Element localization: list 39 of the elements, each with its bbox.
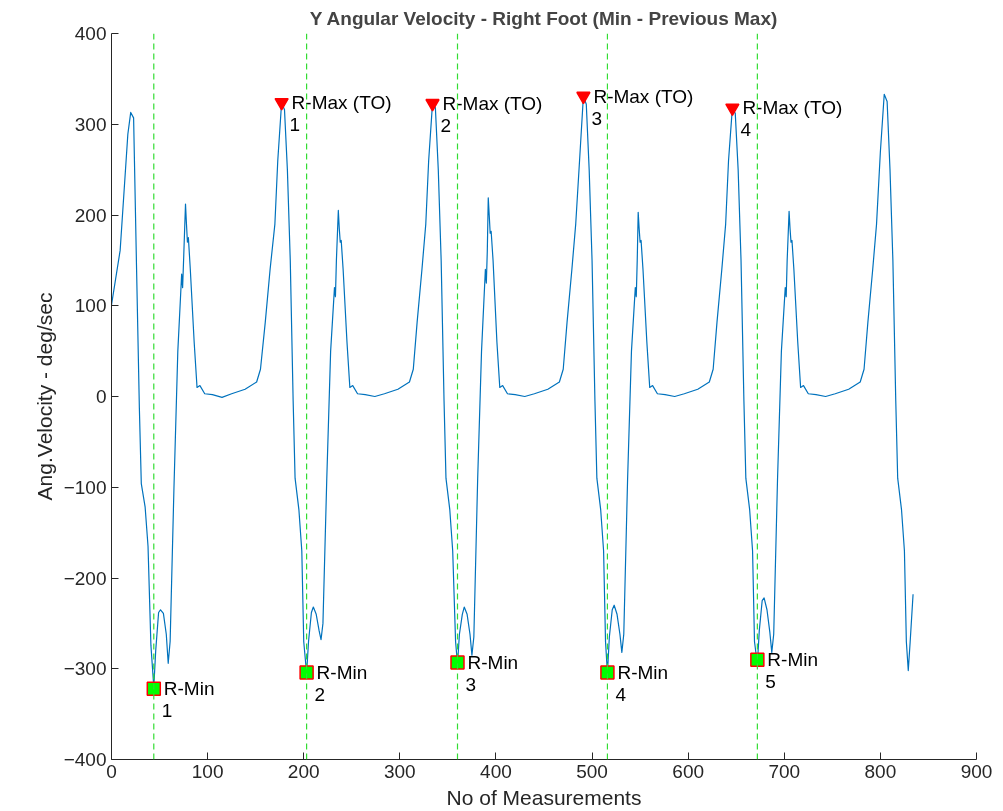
- y-tick-label: 400: [74, 23, 107, 44]
- x-tick-label: 800: [864, 760, 897, 782]
- x-tick-label: 400: [480, 760, 512, 782]
- x-tick-label: 100: [191, 760, 224, 782]
- point: [425, 98, 440, 112]
- y-tick-label: −400: [63, 749, 107, 770]
- x-tick-label: 600: [672, 760, 705, 782]
- point: [725, 103, 740, 117]
- point: [600, 665, 615, 680]
- x-tick-label: 500: [576, 760, 608, 782]
- y-tick-label: 100: [74, 295, 107, 317]
- point: [576, 91, 591, 105]
- annotation: R-Min 3: [465, 651, 519, 695]
- point: [750, 652, 765, 667]
- annotation: R-Min 4: [615, 661, 669, 705]
- y-tick-label: −300: [63, 658, 107, 680]
- y-tick-label: 200: [74, 204, 107, 226]
- y-axis-title: Ang.Velocity - deg/sec: [32, 292, 56, 501]
- annotation: R-Min 2: [314, 661, 368, 705]
- x-axis-title: No of Measurements: [446, 785, 642, 809]
- y-tick-label: 0: [95, 386, 107, 407]
- annotation: R-Max (TO) 1: [289, 91, 392, 135]
- annotation: R-Min 5: [765, 649, 819, 693]
- x-tick-label: 700: [768, 760, 801, 782]
- x-tick-label: 300: [383, 760, 416, 782]
- point: [274, 97, 289, 111]
- x-tick-label: 900: [960, 760, 993, 782]
- y-tick-label: −100: [63, 476, 107, 498]
- annotation: R-Max (TO) 2: [440, 92, 543, 136]
- annotation: R-Min 1: [161, 678, 215, 722]
- annotation: R-Max (TO) 3: [591, 85, 694, 129]
- chart-title: Y Angular Velocity - Right Foot (Min - Previous Max): [309, 7, 778, 29]
- y-tick-label: 300: [74, 113, 107, 135]
- y-tick-label: −200: [63, 567, 107, 589]
- annotation: R-Max (TO) 4: [740, 97, 843, 141]
- x-tick-label: 200: [287, 760, 320, 782]
- point: [450, 655, 465, 670]
- point: [299, 665, 314, 680]
- point: [146, 681, 162, 696]
